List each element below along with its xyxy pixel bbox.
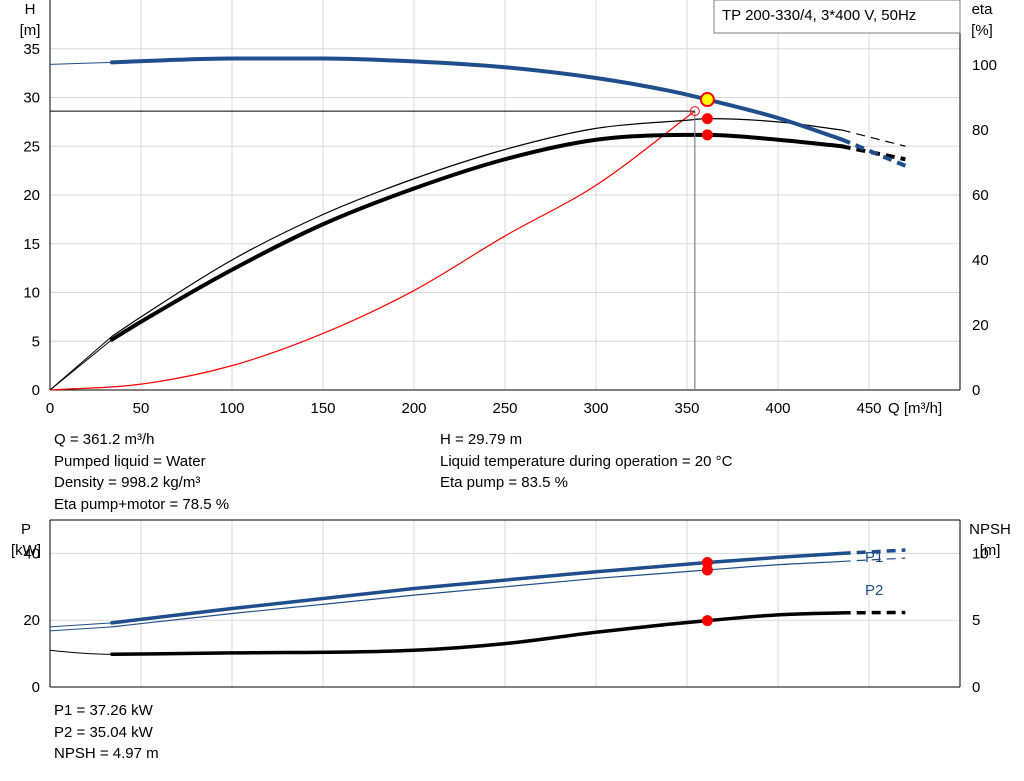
y2-axis-label: eta [972, 1, 994, 18]
x-tick-label: 200 [401, 400, 426, 417]
p1-series-label: P1 [865, 549, 883, 566]
y-tick-label: 25 [23, 138, 40, 155]
required-point-marker [689, 106, 700, 117]
y-axis-label: P [21, 521, 31, 538]
flow-readout: Q = 361.2 m³/h [54, 431, 155, 448]
liquid-temperature-readout: Liquid temperature during operation = 20… [440, 452, 733, 470]
p1-curve-extension [49, 622, 112, 628]
p2-curve-extrapolated [841, 557, 906, 563]
y2-tick-label: 20 [972, 317, 989, 334]
y-tick-label: 15 [23, 236, 40, 253]
y2-axis-unit: [m] [980, 542, 1001, 559]
duty-point-marker [699, 92, 715, 108]
p2-readout: P2 = 35.04 kW [54, 723, 153, 741]
head-readout: H = 29.79 m [440, 431, 523, 448]
pumped-liquid-readout: Pumped liquid = Water [54, 452, 206, 470]
y-tick-label: 30 [23, 90, 40, 107]
npsh-readout: NPSH = 4.97 m [54, 745, 159, 762]
y-axis-label: H [25, 1, 36, 18]
x-tick-label: 150 [310, 400, 335, 417]
y-axis-unit: [m] [20, 22, 41, 39]
y-tick-label: 40 [23, 545, 40, 562]
info-top-left: Q = 361.2 m³/h Pumped liquid = Water Den… [54, 429, 229, 515]
head-curve [109, 56, 844, 142]
eta-pump-readout: Eta pump = 83.5 % [440, 474, 568, 491]
p2-series-label: P2 [865, 582, 883, 599]
y2-tick-label: 80 [972, 122, 989, 139]
y-axis-unit: [kW] [11, 542, 41, 559]
head-curve-extension [49, 61, 112, 65]
x-tick-label: 400 [765, 400, 790, 417]
y-tick-label: 10 [23, 285, 40, 302]
x-tick-label: 0 [46, 400, 54, 417]
x-tick-label: 300 [583, 400, 608, 417]
eta-pump-curve [111, 118, 843, 337]
p2-curve [111, 560, 843, 628]
y-tick-label: 20 [23, 187, 40, 204]
p1-readout: P1 = 37.26 kW [54, 702, 153, 719]
y-tick-label: 5 [32, 333, 40, 350]
info-bottom: P1 = 37.26 kW P2 = 35.04 kW NPSH = 4.97 … [54, 700, 159, 765]
y-tick-label: 0 [32, 679, 40, 696]
y-tick-label: 20 [23, 612, 40, 629]
eta-pump-curve-extension [49, 335, 113, 391]
x-tick-label: 350 [674, 400, 699, 417]
y2-axis-label: NPSH [969, 521, 1011, 538]
p1-curve-extrapolated [841, 548, 906, 556]
y2-tick-label: 40 [972, 252, 989, 269]
density-readout: Density = 998.2 kg/m³ [54, 474, 201, 491]
x-tick-label: 50 [133, 400, 150, 417]
y2-tick-label: 0 [972, 679, 980, 696]
npsh-marker [701, 615, 713, 627]
y2-tick-label: 10 [972, 545, 989, 562]
chart-title: TP 200-330/4, 3*400 V, 50Hz [722, 7, 916, 24]
eta-pump-motor-marker [701, 129, 713, 141]
y2-tick-label: 0 [972, 382, 980, 399]
npsh-curve-extension [49, 649, 112, 655]
head-curve-extrapolated [840, 137, 907, 168]
eta-pump-curve-extrapolated [841, 129, 906, 147]
y2-tick-label: 60 [972, 187, 989, 204]
eta-pump-motor-readout: Eta pump+motor = 78.5 % [54, 495, 230, 513]
eta-pump-marker [701, 113, 713, 125]
x-tick-label: 250 [492, 400, 517, 417]
x-tick-label: 450 [856, 400, 881, 417]
system-curve [49, 110, 696, 391]
y-tick-label: 35 [23, 41, 40, 58]
x-axis-label: Q [m³/h] [888, 400, 942, 417]
npsh-curve [110, 611, 844, 657]
title-box [713, 0, 961, 34]
y2-tick-label: 100 [972, 57, 997, 74]
p2-curve-extension [49, 626, 112, 632]
p1-curve [110, 551, 844, 625]
y2-axis-unit: [%] [971, 22, 993, 39]
y2-tick-label: 5 [972, 612, 980, 629]
eta-pump-motor-curve [109, 132, 844, 342]
y-tick-label: 0 [32, 382, 40, 399]
x-tick-label: 100 [219, 400, 244, 417]
p2-marker [701, 564, 713, 576]
info-top-right: H = 29.79 m Liquid temperature during op… [440, 429, 732, 494]
